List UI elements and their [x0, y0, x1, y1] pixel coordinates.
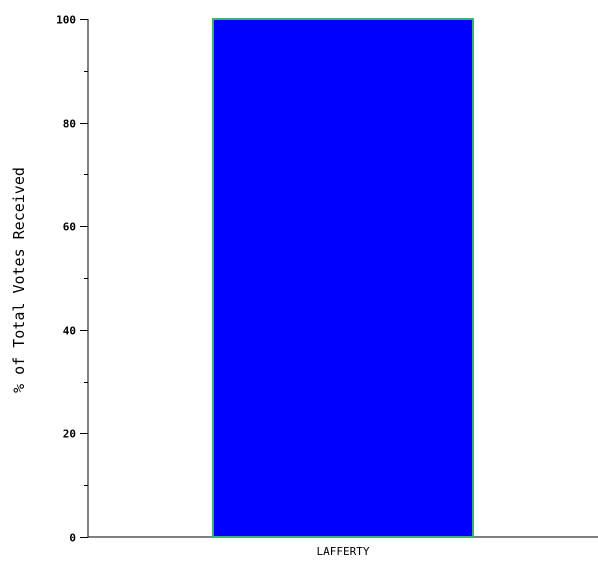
bars: [211, 18, 475, 538]
y-axis: 0 20 40 60 80 100: [56, 14, 89, 545]
y-tick-label: 100: [56, 14, 76, 27]
x-category-label: LAFFERTY: [317, 545, 370, 558]
category-labels: LAFFERTY: [317, 545, 370, 558]
y-tick-label: 40: [63, 325, 76, 338]
y-axis-label: % of Total Votes Received: [10, 167, 28, 393]
bar-lafferty: [211, 18, 475, 538]
y-tick-label: 0: [69, 532, 76, 545]
y-tick-label: 80: [63, 118, 76, 131]
y-tick-label: 20: [63, 428, 76, 441]
y-tick-label: 60: [63, 221, 76, 234]
